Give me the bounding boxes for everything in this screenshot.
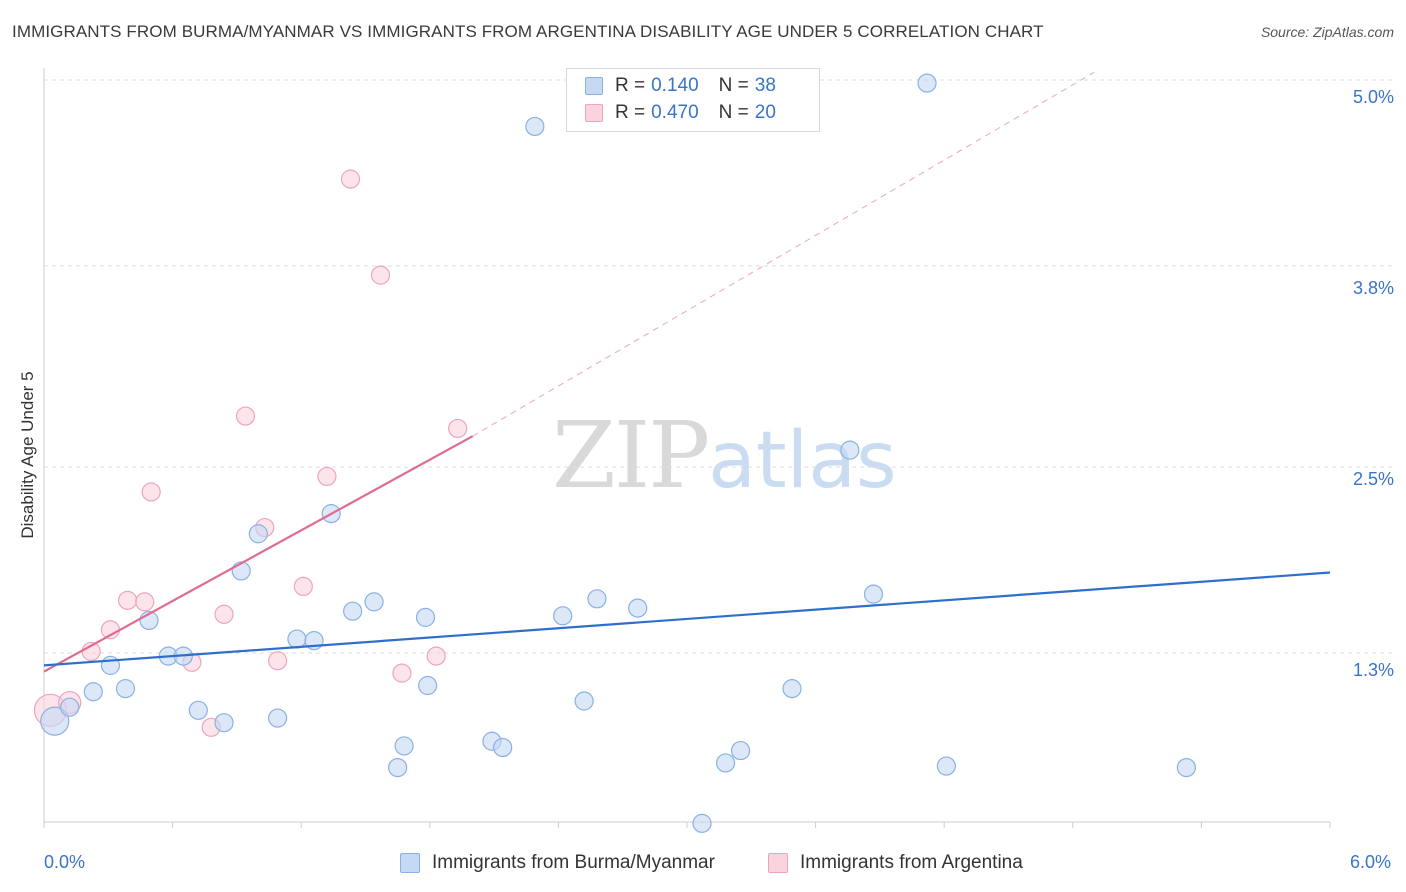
argentina-point-5 (117, 590, 138, 610)
burma-point-30 (692, 813, 712, 833)
argentina-swatch (585, 104, 603, 122)
n-label: N = (718, 75, 749, 96)
source-label: Source: ZipAtlas.com (1260, 24, 1394, 40)
argentina-trend-line (43, 435, 474, 673)
legend-item-burma[interactable]: Immigrants from Burma/Myanmar (400, 852, 715, 874)
watermark-zip: ZIP (552, 402, 710, 509)
argentina-legend-label: Immigrants from Argentina (800, 852, 1023, 873)
burma-point-27 (574, 691, 594, 711)
legend-row-burma: R = 0.140 N = 38 (585, 74, 776, 98)
argentina-point-20 (448, 418, 468, 439)
burma-point-22 (418, 675, 438, 696)
argentina-point-6 (135, 592, 155, 612)
burma-point-9 (188, 700, 208, 720)
argentina-point-18 (392, 663, 412, 683)
n-label: N = (718, 102, 749, 123)
burma-point-33 (782, 679, 802, 699)
burma-point-19 (388, 757, 408, 778)
argentina-point-14 (293, 576, 313, 597)
r-label: R = (615, 75, 646, 96)
argentina-point-11 (235, 406, 256, 426)
burma-point-32 (730, 740, 751, 761)
burma-point-28 (587, 589, 607, 609)
burma-point-12 (248, 524, 268, 544)
y-axis-label: Disability Age Under 5 (18, 371, 37, 539)
y-tick-label-1: 1.3% (1352, 660, 1394, 680)
y-tick-label-3: 3.8% (1352, 278, 1394, 298)
watermark-atlas: atlas (708, 416, 897, 506)
burma-point-2 (60, 697, 80, 717)
burma-point-5 (115, 679, 136, 699)
burma-point-26 (553, 606, 573, 626)
r-value: 0.140 (651, 75, 699, 96)
burma-point-13 (268, 708, 288, 728)
burma-swatch (585, 77, 603, 95)
burma-point-21 (415, 607, 436, 627)
argentina-point-15 (317, 466, 337, 487)
n-value: 38 (754, 75, 776, 96)
chart-title: IMMIGRANTS FROM BURMA/MYANMAR VS IMMIGRA… (12, 22, 1044, 41)
burma-point-29 (628, 598, 648, 618)
argentina-point-7 (141, 482, 161, 502)
burma-point-18 (364, 592, 384, 612)
legend-row-argentina: R = 0.470 N = 20 (585, 101, 776, 125)
burma-point-24 (493, 737, 513, 758)
burma-point-31 (715, 753, 736, 773)
n-value: 20 (754, 102, 776, 123)
burma-point-36 (917, 73, 937, 93)
x-tick-label-min: 0.0% (44, 852, 86, 872)
argentina-point-10 (214, 604, 234, 624)
burma-point-35 (863, 584, 884, 604)
y-tick-label-4: 5.0% (1352, 87, 1394, 107)
argentina-point-17 (370, 265, 391, 285)
r-label: R = (615, 102, 646, 123)
r-value: 0.470 (651, 102, 699, 123)
burma-legend-label: Immigrants from Burma/Myanmar (432, 852, 715, 873)
y-tick-label-2: 2.5% (1352, 469, 1394, 489)
argentina-legend-swatch (768, 853, 788, 873)
correlation-legend: R = 0.140 N = 38 R = 0.470 N = 20 (566, 68, 820, 132)
burma-point-3 (83, 682, 103, 702)
burma-point-1 (40, 706, 70, 736)
series-legend: Immigrants from Burma/Myanmar Immigrants… (0, 852, 1406, 878)
burma-point-38 (1176, 757, 1196, 778)
argentina-point-19 (426, 646, 446, 666)
burma-point-20 (394, 736, 414, 756)
argentina-point-13 (268, 651, 288, 671)
burma-point-25 (525, 116, 545, 137)
burma-legend-swatch (400, 853, 420, 873)
burma-point-14 (287, 629, 307, 649)
burma-point-17 (343, 601, 363, 621)
burma-point-11 (231, 561, 251, 581)
x-tick-label-max: 6.0% (1350, 852, 1392, 872)
watermark: ZIPatlas (552, 402, 897, 509)
burma-point-10 (214, 713, 234, 733)
argentina-point-16 (340, 169, 361, 189)
burma-point-37 (936, 756, 956, 776)
legend-item-argentina[interactable]: Immigrants from Argentina (768, 852, 1023, 874)
burma-trend-line (43, 571, 1331, 667)
burma-point-34 (840, 440, 860, 460)
